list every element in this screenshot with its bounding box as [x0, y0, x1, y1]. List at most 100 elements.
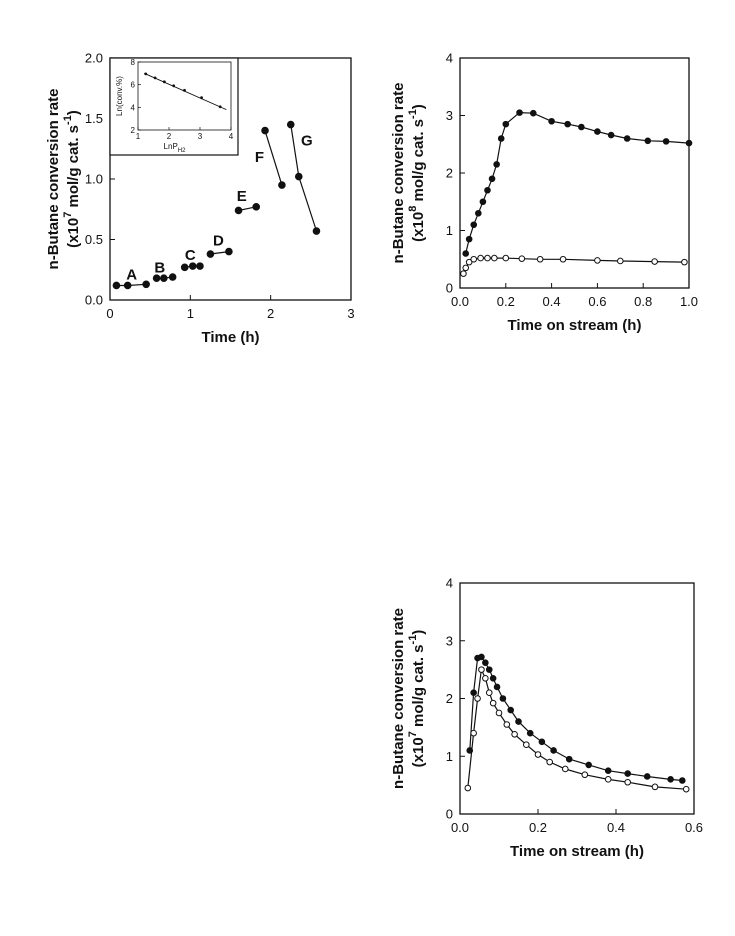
- series-1-filled-line: [465, 111, 690, 254]
- inset-point: [183, 88, 186, 92]
- y-axis-title-part: -1: [407, 635, 419, 645]
- series-1-filled-point: [516, 109, 523, 116]
- x-tick-label: 0.0: [451, 820, 469, 835]
- series-1-filled-point: [623, 135, 631, 142]
- series-1-filled-point: [470, 689, 477, 697]
- series-2-open-point: [470, 729, 477, 737]
- series-2-open-point: [477, 254, 484, 262]
- series-2-open-point: [489, 699, 497, 707]
- inset-axes-frame: [137, 61, 232, 131]
- series-1-filled-point: [685, 139, 693, 147]
- y-axis-title-part: mol/g cat. s: [410, 119, 427, 206]
- y-tick-label: 2.0: [85, 51, 103, 66]
- x-tick-label: 0.6: [588, 294, 606, 309]
- series-2-open-point: [482, 674, 489, 682]
- inset-x-axis-title-sub: H2: [178, 148, 186, 154]
- series-2-open-point: [485, 689, 493, 697]
- y-tick-label: 3: [446, 633, 453, 648]
- series-2-open-point: [474, 695, 481, 702]
- y-axis-title-part: -1: [62, 115, 74, 125]
- y-axis-title-part: 7: [62, 212, 74, 218]
- series-2-open-point: [495, 709, 503, 717]
- x-tick-label: 0.2: [529, 820, 547, 835]
- segment-b-point: [168, 273, 177, 281]
- series-1-filled-point: [526, 729, 534, 737]
- series-2-open-point: [491, 254, 498, 262]
- series-1-filled-line: [469, 656, 683, 782]
- inset-y-tick-label: 6: [131, 81, 136, 90]
- y-axis-title-part: 8: [407, 206, 419, 212]
- series-2-open-point: [534, 751, 542, 758]
- segment-a-point: [142, 280, 150, 289]
- series-2-open-line: [467, 667, 687, 790]
- inset-point: [200, 96, 203, 100]
- y-axis-title-part: ): [65, 110, 82, 115]
- y-axis-title-part: (x10: [410, 737, 427, 767]
- segment-f-line: [264, 130, 283, 186]
- segment-d-point: [206, 250, 215, 258]
- y-tick-label: 1.0: [85, 172, 103, 187]
- series-1-filled-point: [550, 747, 557, 754]
- y-axis-title-part: (x10: [410, 212, 427, 242]
- y-axis-title-part: (x10: [65, 218, 82, 248]
- chart-rate-vs-time-on-stream-upper: 0.0 0.2 0.4 0.6 0.8 1.0 0 1 2 3 4 Time on stream (h…: [390, 51, 698, 335]
- series-2-open-point: [464, 784, 472, 792]
- x-tick-label: 0.4: [543, 294, 561, 309]
- series-2-open-point: [581, 771, 589, 779]
- x-tick-label: 0.6: [685, 820, 703, 835]
- inset-point: [153, 76, 157, 80]
- segment-c-point: [180, 263, 189, 272]
- series-2-open-point: [511, 731, 518, 738]
- series-2-open-point: [518, 255, 526, 262]
- y-tick-label: 3: [446, 108, 453, 123]
- segment-label-g: G: [301, 132, 313, 149]
- series-1-filled-point: [478, 653, 485, 661]
- inset-x-axis-title: LnPH2: [164, 142, 187, 154]
- series-2-open-point: [470, 255, 478, 263]
- series-1-filled-point: [502, 120, 510, 128]
- segment-c-point: [188, 262, 197, 270]
- inset-point: [218, 105, 222, 109]
- inset-point: [144, 72, 148, 76]
- segment-label-b: B: [154, 259, 165, 276]
- series-2-open-point: [546, 758, 554, 766]
- segment-g-point: [312, 227, 321, 235]
- segment-label-c: C: [185, 247, 196, 264]
- inset-x-tick-label: 2: [167, 132, 172, 141]
- segment-a-point: [123, 281, 132, 290]
- x-tick-label: 0.4: [607, 820, 625, 835]
- series-2-open-point: [651, 783, 659, 791]
- series-2-open-point: [536, 255, 544, 263]
- series-1-filled-point: [679, 777, 686, 784]
- inset-point: [172, 84, 176, 88]
- series-1-filled-point: [644, 137, 652, 145]
- series-1-filled-point: [624, 770, 632, 777]
- y-axis-title-line1: n-Butane conversion rate: [390, 608, 407, 789]
- series-2-open-point: [484, 254, 491, 262]
- x-tick-label: 1.0: [680, 294, 698, 309]
- y-tick-label: 1: [446, 749, 453, 764]
- series-1-filled-point: [662, 138, 670, 145]
- inset-y-axis-title: Ln(conv.%): [115, 76, 124, 116]
- x-tick-label: 1: [187, 306, 194, 321]
- inset-y-tick-label: 4: [131, 103, 136, 112]
- series-1-filled-point: [507, 706, 515, 714]
- series-1-filled-point: [538, 738, 546, 746]
- series-2-open-point: [617, 257, 624, 265]
- segment-label-f: F: [255, 149, 264, 166]
- segment-g-point: [294, 172, 303, 181]
- series-1-filled-point: [607, 131, 615, 139]
- series-2-open-point: [503, 721, 511, 728]
- x-tick-label: 0.2: [497, 294, 515, 309]
- segment-a-point: [112, 281, 121, 290]
- series-1-filled-point: [484, 186, 491, 194]
- segment-b-point: [160, 274, 168, 283]
- series-1-filled-point: [643, 773, 651, 780]
- y-axis-title-part: ): [410, 630, 427, 635]
- x-axis-title: Time on stream (h): [510, 843, 644, 860]
- y-tick-label: 0: [446, 807, 453, 822]
- series-2-open-point: [478, 666, 485, 673]
- series-1-filled-point: [578, 123, 585, 131]
